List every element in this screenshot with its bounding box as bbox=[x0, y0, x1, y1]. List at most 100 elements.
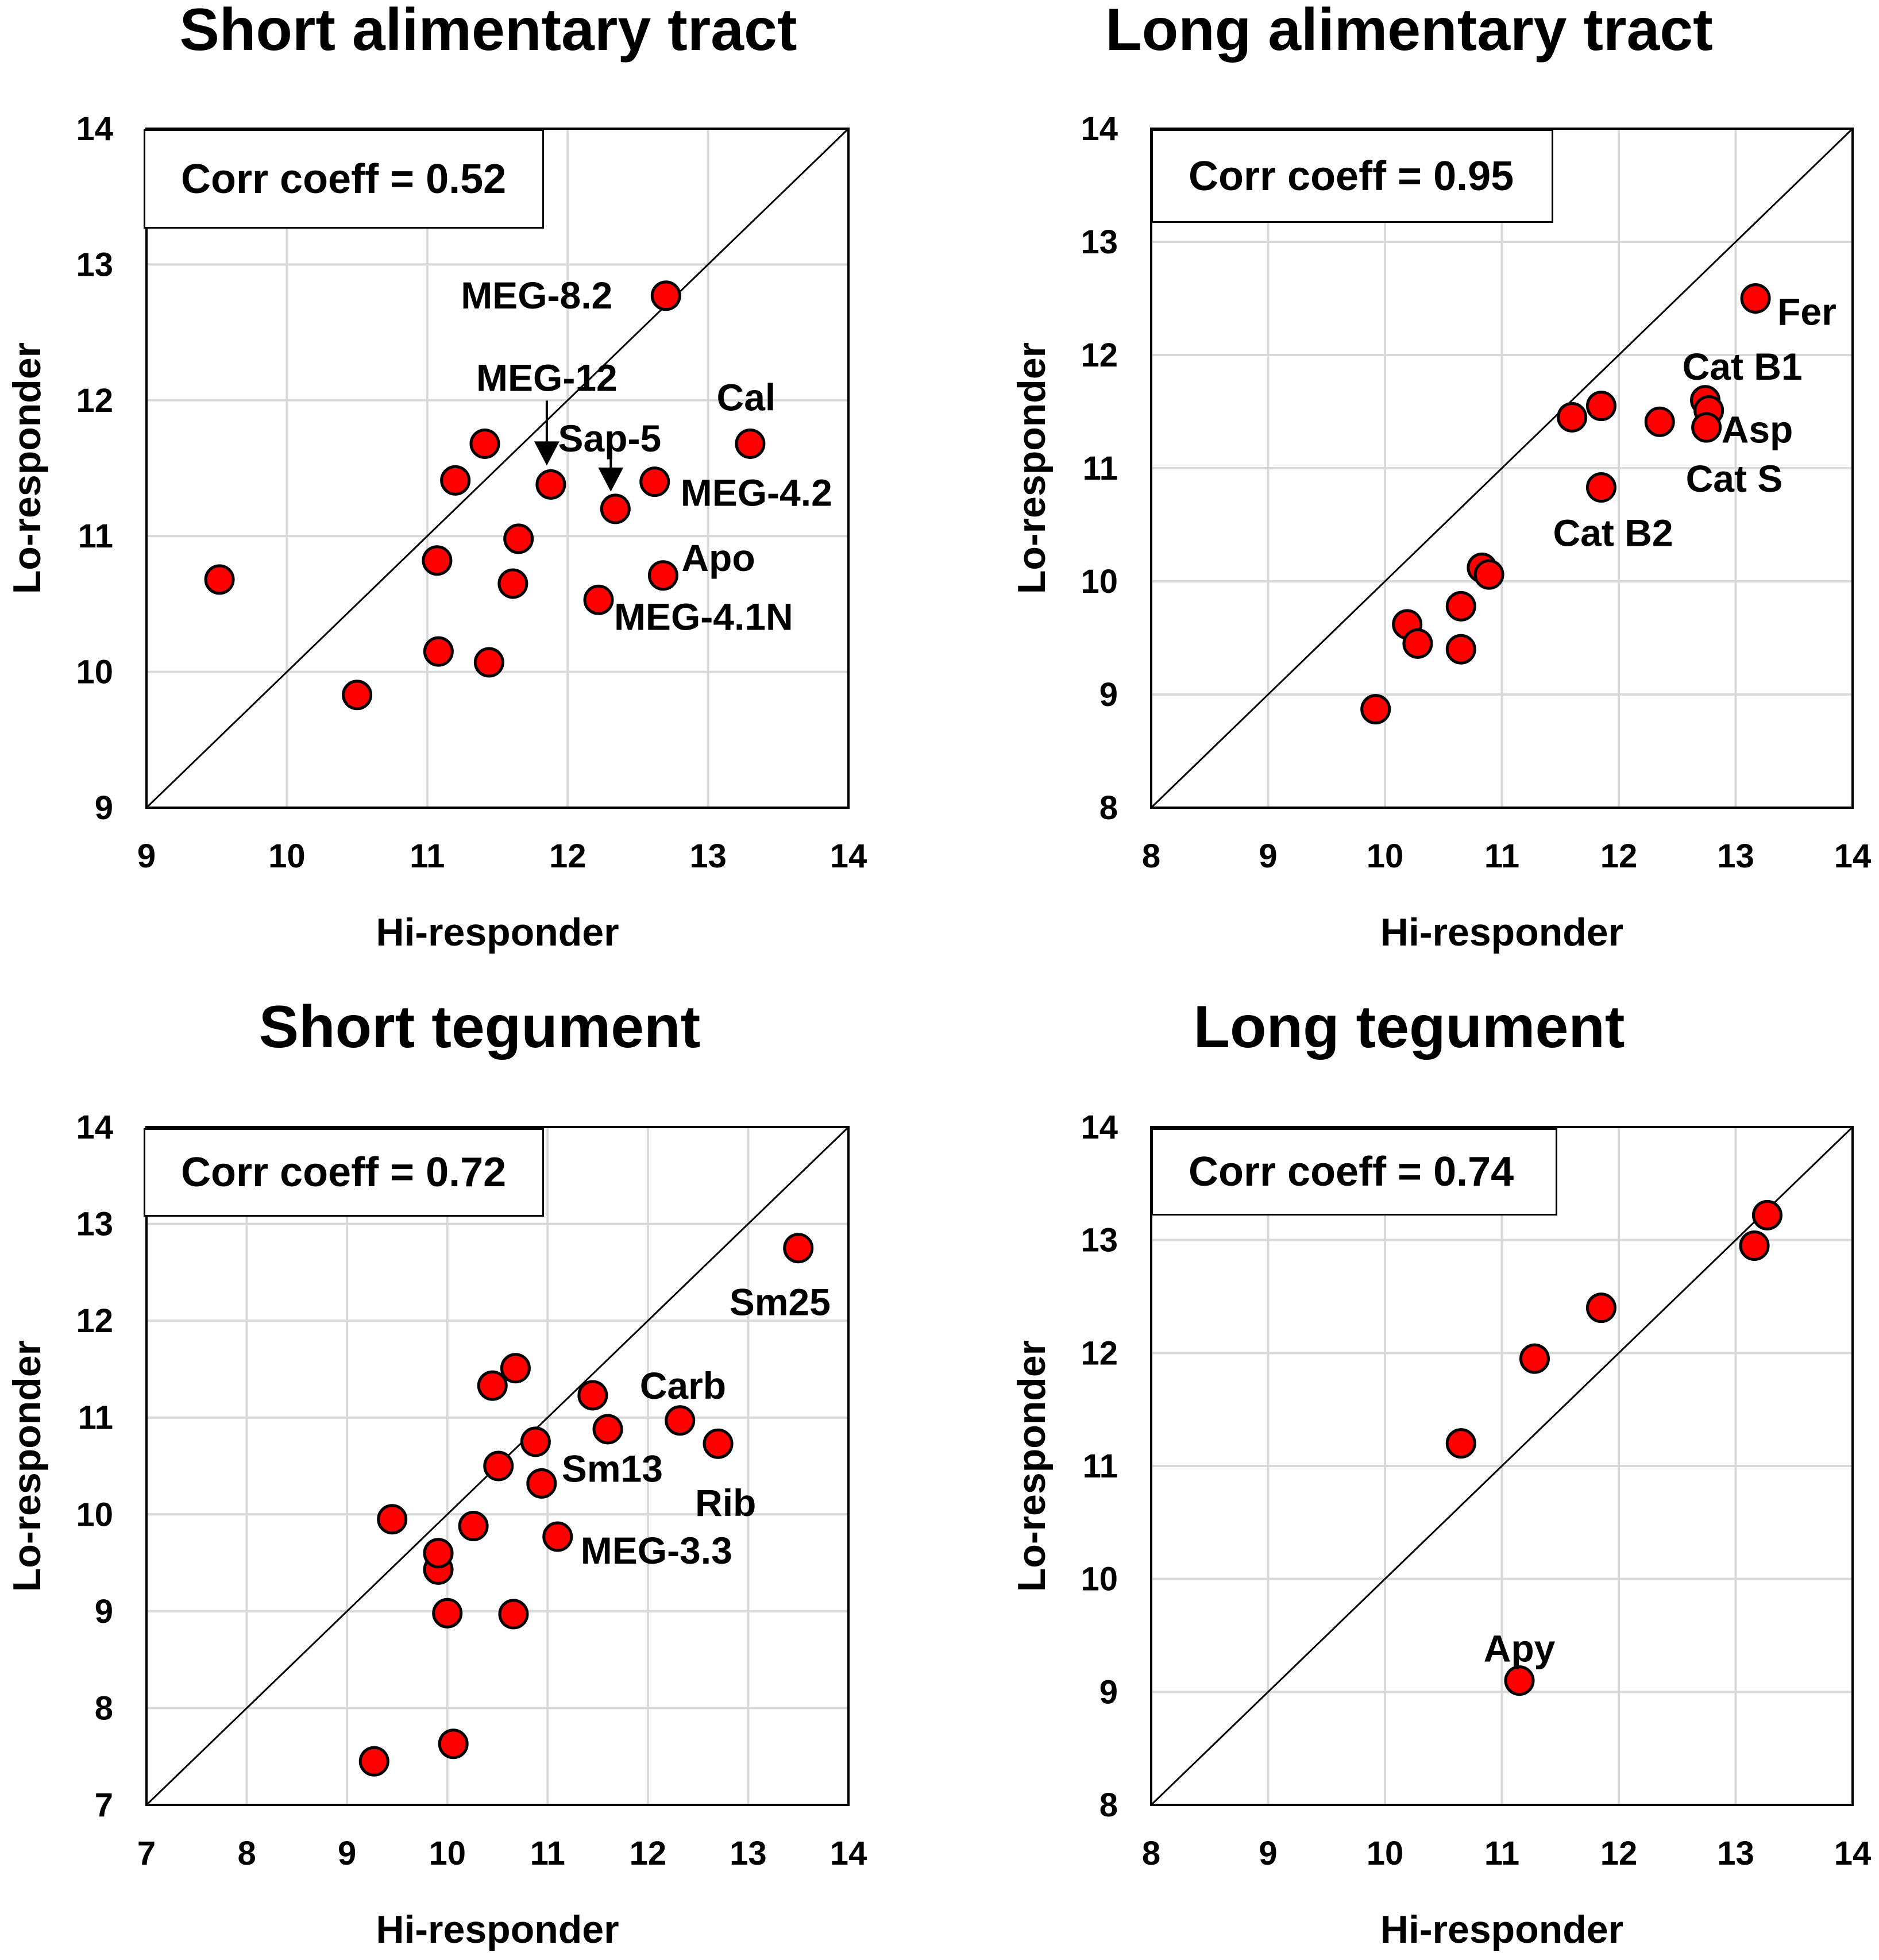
data-point bbox=[469, 428, 500, 459]
data-point bbox=[1360, 694, 1391, 725]
panel-long-alimentary-tract: Long alimentary tract 8 9 10 11 12 13 14 8 9 10 11… bbox=[939, 0, 1879, 980]
data-point bbox=[735, 428, 766, 459]
point-label: MEG-12 bbox=[476, 356, 618, 399]
x-tick-label: 8 bbox=[1142, 838, 1160, 875]
x-tick-label: 10 bbox=[1367, 838, 1404, 875]
data-point bbox=[592, 1414, 623, 1445]
data-point bbox=[703, 1428, 734, 1459]
x-tick-label: 14 bbox=[1834, 838, 1872, 875]
y-axis-label: Lo-responder bbox=[1010, 342, 1054, 594]
data-points bbox=[358, 1233, 814, 1777]
y-tick-label: 12 bbox=[1081, 337, 1118, 374]
chart-title: Long alimentary tract bbox=[1105, 0, 1713, 63]
x-tick-label: 10 bbox=[268, 838, 306, 875]
y-tick-label: 14 bbox=[76, 1109, 113, 1146]
data-point bbox=[1740, 283, 1771, 314]
y-tick-label: 11 bbox=[78, 518, 113, 555]
data-point bbox=[1519, 1343, 1550, 1374]
data-point bbox=[1473, 559, 1504, 590]
y-tick-label: 14 bbox=[1081, 110, 1118, 148]
y-tick-label: 11 bbox=[1083, 1448, 1118, 1485]
y-tick-label: 10 bbox=[1081, 1561, 1118, 1598]
data-point bbox=[577, 1380, 608, 1411]
plot-frame bbox=[145, 1126, 850, 1806]
y-axis-label: Lo-responder bbox=[5, 1340, 49, 1592]
y-tick-label: 12 bbox=[76, 382, 113, 419]
y-axis-label: Lo-responder bbox=[1010, 1340, 1054, 1592]
y-tick-label: 13 bbox=[76, 246, 113, 283]
x-axis-label: Hi-responder bbox=[1380, 910, 1623, 954]
point-label: Sap-5 bbox=[558, 417, 661, 460]
data-point bbox=[639, 466, 670, 497]
chart-title: Short alimentary tract bbox=[179, 0, 797, 63]
data-point bbox=[600, 493, 631, 524]
y-tick-label: 14 bbox=[76, 110, 113, 148]
data-point bbox=[438, 1728, 469, 1760]
data-point bbox=[1445, 634, 1476, 665]
point-label: Fer bbox=[1777, 291, 1836, 333]
point-label: Asp bbox=[1722, 408, 1793, 451]
x-tick-label: 9 bbox=[338, 1835, 356, 1872]
point-label: Cat B2 bbox=[1553, 511, 1673, 554]
data-point bbox=[458, 1511, 489, 1542]
x-tick-label: 11 bbox=[1484, 1835, 1519, 1872]
x-tick-label: 13 bbox=[689, 838, 727, 875]
x-tick-label: 14 bbox=[830, 838, 867, 875]
y-tick-label: 10 bbox=[76, 1496, 113, 1533]
y-tick-label: 11 bbox=[1083, 450, 1118, 487]
y-tick-label: 7 bbox=[95, 1787, 113, 1824]
data-point bbox=[497, 568, 528, 599]
data-point bbox=[520, 1426, 551, 1457]
data-point bbox=[432, 1598, 463, 1629]
point-label: Apy bbox=[1484, 1627, 1556, 1670]
y-tick-label: 10 bbox=[76, 654, 113, 691]
x-tick-label: 13 bbox=[1717, 1835, 1754, 1872]
x-tick-label: 9 bbox=[1259, 1835, 1277, 1872]
data-point bbox=[1445, 591, 1476, 622]
chart-title: Long tegument bbox=[1193, 994, 1625, 1060]
y-tick-label: 9 bbox=[95, 789, 113, 827]
data-point bbox=[583, 584, 614, 615]
point-labels: MEG-12 MEG-4.1N Sap-5 MEG-4.2 Apo MEG-8.2 Cal bbox=[461, 274, 832, 638]
data-point bbox=[647, 560, 678, 591]
data-point bbox=[422, 545, 453, 576]
y-axis-label: Lo-responder bbox=[5, 342, 49, 594]
y-tick-label: 8 bbox=[1099, 789, 1118, 827]
x-tick-label: 11 bbox=[1484, 838, 1519, 875]
data-point bbox=[1739, 1230, 1770, 1261]
data-point bbox=[1445, 1428, 1476, 1459]
data-point bbox=[1585, 472, 1616, 503]
data-points bbox=[204, 280, 766, 711]
data-point bbox=[498, 1599, 529, 1630]
data-point bbox=[1557, 402, 1588, 433]
panel-long-tegument: Long tegument 8 9 10 11 12 13 14 8 9 10 11 12 13 14 Hi… bbox=[939, 980, 1879, 1960]
x-tick-label: 10 bbox=[1367, 1835, 1404, 1872]
point-label: MEG-8.2 bbox=[461, 274, 612, 317]
point-label: Sm13 bbox=[562, 1447, 663, 1490]
data-point bbox=[665, 1405, 696, 1436]
point-label: Apo bbox=[681, 537, 755, 579]
label-arrow-head bbox=[534, 441, 560, 466]
data-point bbox=[1751, 1199, 1782, 1230]
correlation-label: Corr coeff = 0.52 bbox=[144, 129, 544, 229]
data-point bbox=[1644, 406, 1675, 437]
x-tick-label: 13 bbox=[1717, 838, 1754, 875]
chart-title: Short tegument bbox=[258, 994, 701, 1060]
x-axis-label: Hi-responder bbox=[376, 910, 619, 954]
x-tick-label: 8 bbox=[237, 1835, 256, 1872]
data-point bbox=[526, 1468, 557, 1499]
data-point bbox=[477, 1370, 508, 1401]
point-label: MEG-4.2 bbox=[681, 472, 832, 514]
y-tick-label: 12 bbox=[76, 1302, 113, 1340]
scatter-plot: 8 9 10 11 12 13 14 8 9 10 11 12 13 14 Hi-responder Lo-r… bbox=[1010, 110, 1872, 954]
plot-frame bbox=[1150, 1126, 1854, 1806]
scatter-plot: 8 9 10 11 12 13 14 8 9 10 11 12 13 14 Hi-responder Lo-r… bbox=[1010, 1109, 1871, 1951]
correlation-label: Corr coeff = 0.74 bbox=[1151, 1128, 1557, 1216]
data-point bbox=[503, 523, 534, 554]
reference-line bbox=[1150, 1126, 1854, 1806]
data-point bbox=[542, 1521, 573, 1552]
data-points bbox=[1360, 283, 1771, 725]
gridlines bbox=[145, 128, 850, 809]
plot-frame bbox=[145, 128, 850, 809]
x-tick-label: 13 bbox=[730, 1835, 767, 1872]
